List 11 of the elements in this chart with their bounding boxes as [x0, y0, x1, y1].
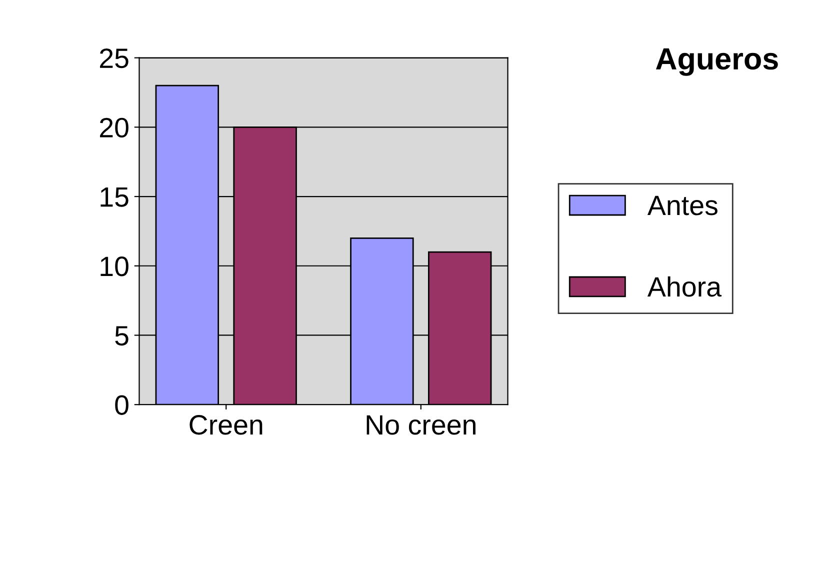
y-tick-label: 20	[100, 118, 128, 138]
y-tick-label: 15	[100, 187, 128, 207]
y-tick-label: 5	[115, 326, 128, 346]
y-tick-label: 0	[115, 395, 128, 415]
text: Agueros	[656, 48, 778, 76]
y-tick-label: 25	[100, 48, 128, 68]
x-tick-label: Creen	[190, 415, 262, 435]
x-tick-label: No creen	[366, 415, 476, 435]
y-tick-label: 10	[100, 256, 128, 276]
legend-label: Ahora	[647, 276, 722, 297]
legend-label: Antes	[647, 196, 718, 216]
